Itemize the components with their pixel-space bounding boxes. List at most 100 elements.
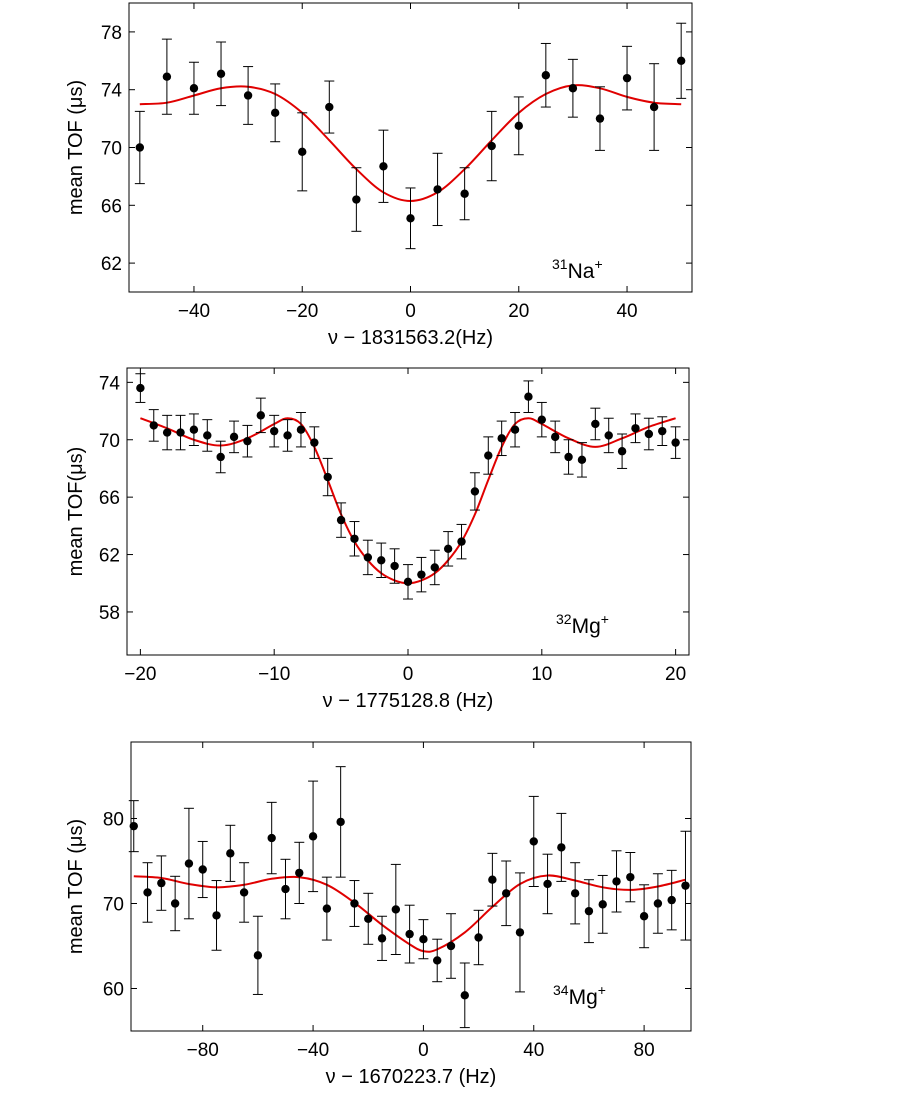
isotope-charge: + [594,256,602,272]
y-tick-label: 74 [99,373,121,394]
x-axis-label: ν − 1775128.8 (Hz) [323,690,494,712]
data-point [537,415,547,424]
data-point [162,72,172,81]
data-point [584,906,594,916]
data-point [203,431,212,440]
data-point [612,877,621,886]
data-point [363,553,373,562]
chart-panel-34mg: −80 −40 0 40 80 60 70 80 ν − 1670223.7 (Hz) mean … [65,741,692,1088]
data-point [149,421,158,430]
data-point [229,432,239,442]
data-point [443,544,453,554]
x-tick-label: −10 [258,664,290,685]
x-axis-label: ν − 1670223.7 (Hz) [326,1066,497,1088]
data-point [336,817,345,827]
data-point [524,392,533,401]
data-point [457,537,466,546]
data-point [281,884,290,894]
isotope-element: Na [568,260,595,283]
x-tick-label: −20 [286,301,318,322]
data-point [644,429,654,439]
x-tick-label: −40 [297,1040,329,1061]
y-axis-label: mean TOF(μs) [65,447,87,577]
data-point [189,425,199,434]
data-point [136,383,145,393]
data-point [325,102,334,112]
data-point [350,534,359,543]
x-tick-label: 80 [634,1040,655,1061]
x-axis-label: ν − 1831563.2(Hz) [328,327,493,349]
data-point [649,102,659,112]
data-point [403,577,413,587]
x-tick-label: 20 [665,664,686,685]
data-point [243,91,253,100]
data-point [622,73,632,83]
data-point [189,84,199,93]
data-point [460,189,469,198]
data-point [430,563,439,572]
y-axis-label: mean TOF (μs) [65,819,87,954]
data-point [681,881,690,890]
x-tick-label: 0 [403,664,414,685]
chart-panel-32mg: −20 −10 0 10 20 58 62 66 70 74 ν − 1775128.8 (Hz) m… [65,367,690,712]
x-tick-label: 10 [531,664,552,685]
data-point [364,914,373,923]
data-point [591,419,600,429]
data-point [269,426,279,436]
data-point [658,426,667,436]
isotope-label: 32Mg+ [556,611,609,638]
isotope-mass: 34 [553,982,569,998]
data-point [267,833,276,843]
data-point [595,114,605,123]
data-point [577,455,587,465]
data-point [216,69,226,79]
x-tick-label: 0 [418,1040,429,1061]
data-point [157,878,166,888]
y-tick-label: 62 [101,254,122,275]
data-point [515,928,525,937]
data-point [350,899,359,908]
isotope-element: Mg [572,615,601,638]
data-point [270,108,280,118]
data-point [497,434,506,443]
data-point [667,895,676,905]
data-point [143,888,152,897]
data-point [253,951,263,960]
data-point [377,556,386,565]
data-point [310,438,319,447]
isotope-label: 34Mg+ [553,982,606,1009]
data-point [598,900,607,909]
data-point [391,905,401,914]
data-point [352,195,361,204]
data-point [433,956,442,965]
y-tick-label: 70 [99,431,120,452]
data-point [162,428,172,437]
data-point [514,121,523,131]
axes-frame [130,741,692,1032]
x-tick-label: −80 [187,1040,219,1061]
data-point [129,821,138,831]
data-point [226,849,235,858]
x-tick-label: −20 [124,664,156,685]
data-point [308,832,318,841]
data-point [298,147,307,157]
data-point [419,935,428,944]
data-point [283,431,292,440]
y-tick-label: 58 [99,603,120,624]
data-point [626,872,635,882]
data-point [617,447,627,456]
isotope-mass: 31 [552,256,568,272]
data-point [570,889,580,898]
data-point [296,425,306,434]
isotope-charge: + [601,611,609,627]
data-point [170,899,180,908]
data-point [550,432,560,442]
y-axis-label: mean TOF (μs) [65,80,87,215]
y-tick-label: 78 [101,23,122,44]
isotope-charge: + [598,982,606,998]
data-point [390,561,399,571]
x-tick-label: 0 [405,301,416,322]
y-tick-label: 70 [101,139,122,160]
data-point [529,837,538,846]
